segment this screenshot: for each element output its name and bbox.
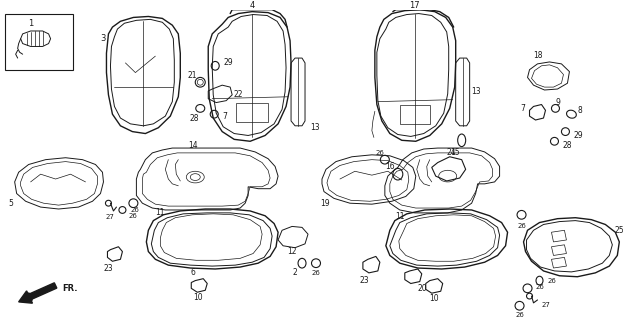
Text: 26: 26 [130,207,139,213]
Text: 6: 6 [191,268,196,277]
Text: 26: 26 [547,278,557,284]
Text: 27: 27 [106,214,115,220]
Text: 17: 17 [409,1,420,10]
Text: FR.: FR. [62,284,78,293]
Bar [4,13,72,70]
Text: 21: 21 [187,71,197,80]
Text: 24: 24 [447,148,457,157]
Text: 9: 9 [555,98,560,107]
Text: 4: 4 [250,1,255,10]
Text: 26: 26 [129,213,138,219]
Text: 26: 26 [517,223,526,229]
Text: 7: 7 [521,104,526,113]
Text: 29: 29 [574,131,583,140]
Text: 13: 13 [472,87,481,96]
Text: 23: 23 [104,265,113,274]
Text: 28: 28 [189,114,199,123]
Text: 10: 10 [429,293,438,302]
Text: 7: 7 [222,112,227,121]
Text: 8: 8 [577,106,582,115]
Text: 26: 26 [376,150,384,156]
Text: 20: 20 [418,284,427,293]
Text: 12: 12 [287,247,297,256]
Text: 26: 26 [311,270,320,276]
Text: 13: 13 [310,123,320,132]
Text: 19: 19 [320,199,330,208]
Text: 11: 11 [395,212,404,221]
Text: 18: 18 [533,51,542,60]
Text: 26: 26 [535,284,544,290]
Text: 2: 2 [292,268,298,277]
Text: 1: 1 [28,19,33,28]
Text: 11: 11 [155,208,165,217]
Text: 10: 10 [194,292,203,301]
Text: 28: 28 [562,141,572,150]
Text: 27: 27 [542,302,550,308]
Text: 22: 22 [233,90,243,99]
Text: 14: 14 [189,141,198,150]
Text: 25: 25 [615,226,624,235]
Text: 23: 23 [359,276,369,285]
FancyArrow shape [19,283,57,303]
Text: 26: 26 [515,312,524,318]
Text: 15: 15 [450,148,460,157]
Text: 3: 3 [101,34,106,43]
Text: 16: 16 [385,162,394,171]
Text: 5: 5 [9,199,14,208]
Text: 29: 29 [223,59,233,68]
